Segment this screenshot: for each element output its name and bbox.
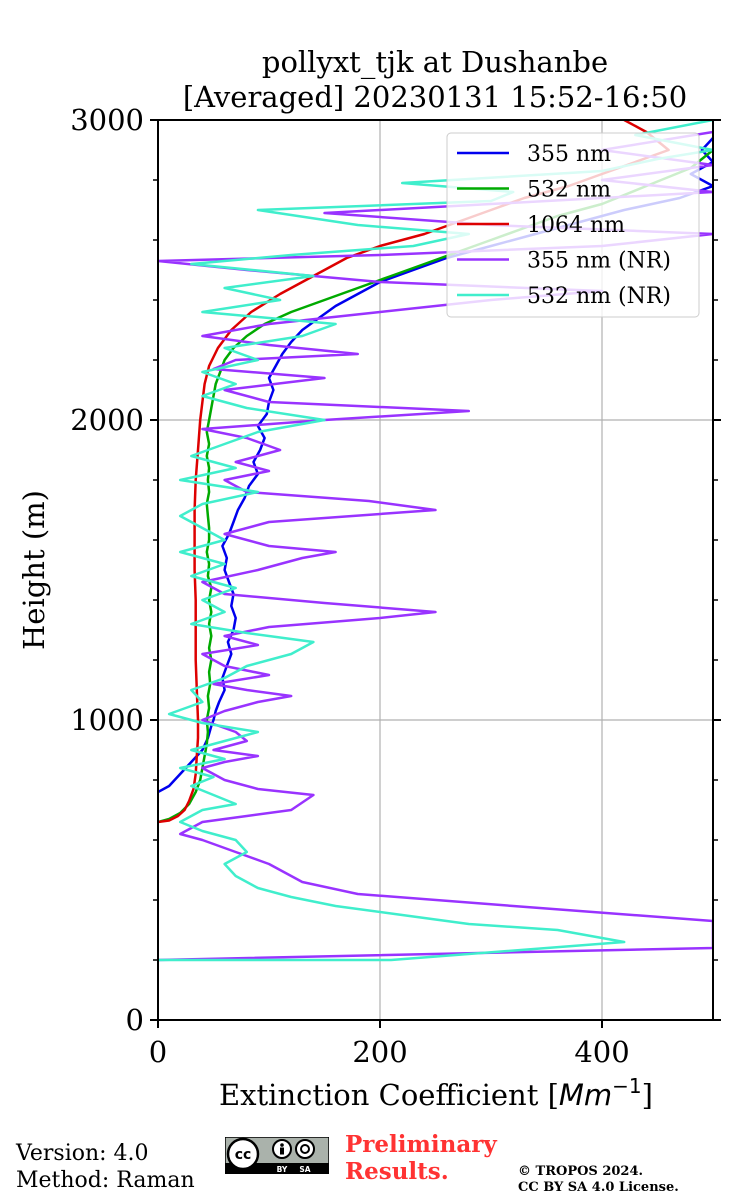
legend-label: 532 nm (NR): [527, 284, 671, 309]
series-line-532-nm-nr-: [158, 120, 713, 962]
x-axis-label-close: ]: [642, 1078, 653, 1112]
preliminary-label: Preliminary: [345, 1131, 497, 1158]
y-tick-label: 0: [126, 1003, 144, 1037]
cc-sa-text: SA: [299, 1165, 310, 1174]
legend-label: 1064 nm: [527, 213, 625, 238]
x-axis-label-exponent: −1: [612, 1074, 641, 1098]
legend-label: 532 nm: [527, 178, 611, 203]
copyright-line1: © TROPOS 2024.: [518, 1164, 644, 1179]
chart-title-line2: [Averaged] 20230131 15:52-16:50: [183, 80, 687, 114]
y-axis-label: Height (m): [17, 490, 51, 650]
legend-label: 355 nm (NR): [527, 249, 671, 274]
legend: 355 nm 532 nm 1064 nm 355 nm (NR) 532 nm (NR…: [446, 132, 700, 318]
method-text: Method: Raman: [16, 1168, 195, 1193]
ticks: [150, 119, 721, 1028]
cc-icon: cc: [235, 1147, 252, 1163]
results-label: Results.: [345, 1158, 449, 1185]
legend-box: [446, 132, 700, 318]
y-tick-label: 3000: [70, 103, 144, 137]
plot-frame: [157, 119, 714, 1021]
y-tick-label: 1000: [70, 703, 144, 737]
x-tick-label: 400: [574, 1035, 629, 1069]
copyright-line2: CC BY SA 4.0 License.: [518, 1180, 679, 1195]
x-tick-label: 0: [149, 1035, 167, 1069]
tick-labels: 0 200 400 0 1000 2000 3000: [70, 103, 629, 1069]
x-axis-label-unit: Mm: [559, 1078, 612, 1112]
chart-title-line1: pollyxt_tjk at Dushanbe: [262, 45, 608, 80]
cc-by-text: BY: [277, 1165, 288, 1174]
version-text: Version: 4.0: [16, 1141, 149, 1166]
legend-label: 355 nm: [527, 142, 611, 167]
x-axis-label-text: Extinction Coefficient [: [219, 1078, 559, 1112]
x-axis-label: Extinction Coefficient [Mm−1]: [219, 1074, 653, 1112]
cc-license-badge: cc BY SA: [225, 1137, 329, 1174]
sa-icon: [295, 1139, 315, 1159]
x-tick-label: 200: [352, 1035, 407, 1069]
y-tick-label: 2000: [70, 403, 144, 437]
